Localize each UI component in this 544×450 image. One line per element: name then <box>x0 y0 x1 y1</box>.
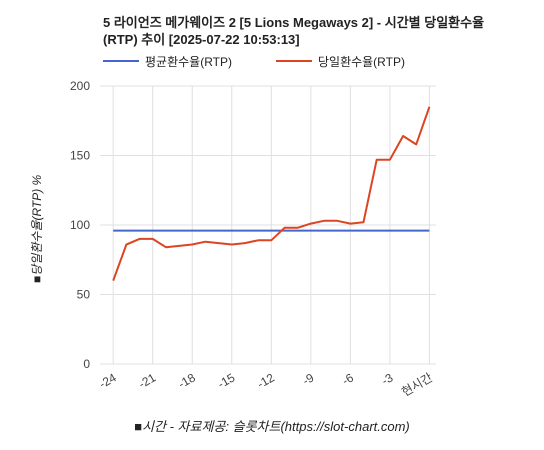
x-axis-label: ■시간 - 자료제공: 슬롯차트(https://slot-chart.com) <box>134 419 410 434</box>
legend-label-average: 평균환수율(RTP) <box>145 54 232 69</box>
x-tick-label-1: -21 <box>136 370 158 391</box>
chart-title: 5 라이언즈 메가웨이즈 2 [5 Lions Megaways 2] - 시간… <box>103 15 485 47</box>
x-tick-label-4: -12 <box>255 370 277 391</box>
legend-item-daily[interactable]: 당일환수율(RTP) <box>275 53 405 70</box>
x-tick-label-7: -3 <box>379 370 396 388</box>
x-tick-label-8: 현시간 <box>399 370 435 399</box>
x-axis-ticks: -24 -21 -18 -15 -12 -9 -6 -3 현시간 <box>97 370 435 399</box>
legend-label-daily: 당일환수율(RTP) <box>317 54 405 69</box>
y-tick-label-150: 150 <box>70 149 90 163</box>
series-lines <box>112 106 431 281</box>
legend-item-average[interactable]: 평균환수율(RTP) <box>103 53 232 70</box>
y-tick-label-0: 0 <box>83 357 90 371</box>
x-tick-label-6: -6 <box>340 370 357 388</box>
y-tick-label-200: 200 <box>70 79 90 93</box>
x-tick-label-3: -15 <box>215 370 237 391</box>
legend-swatch-daily <box>275 60 312 62</box>
x-tick-label-2: -18 <box>176 370 198 391</box>
grid-lines <box>100 85 436 365</box>
y-axis-ticks: 0 50 100 150 200 <box>70 79 90 371</box>
legend: 평균환수율(RTP) 당일환수율(RTP) <box>103 52 449 70</box>
legend-swatch-average <box>103 60 139 62</box>
series-line-1[interactable] <box>112 106 431 281</box>
y-tick-label-50: 50 <box>77 288 91 302</box>
x-tick-label-5: -9 <box>300 370 317 388</box>
x-tick-label-0: -24 <box>97 370 119 391</box>
y-tick-label-100: 100 <box>70 218 90 232</box>
